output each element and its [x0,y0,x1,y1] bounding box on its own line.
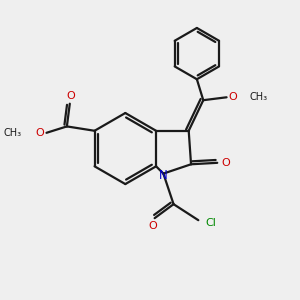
Text: O: O [228,92,237,102]
Text: N: N [159,169,168,182]
Text: O: O [221,158,230,168]
Text: CH₃: CH₃ [4,128,22,137]
Text: O: O [66,91,75,100]
Text: O: O [148,221,157,231]
Text: Cl: Cl [205,218,216,227]
Text: O: O [36,128,44,137]
Text: CH₃: CH₃ [249,92,267,102]
